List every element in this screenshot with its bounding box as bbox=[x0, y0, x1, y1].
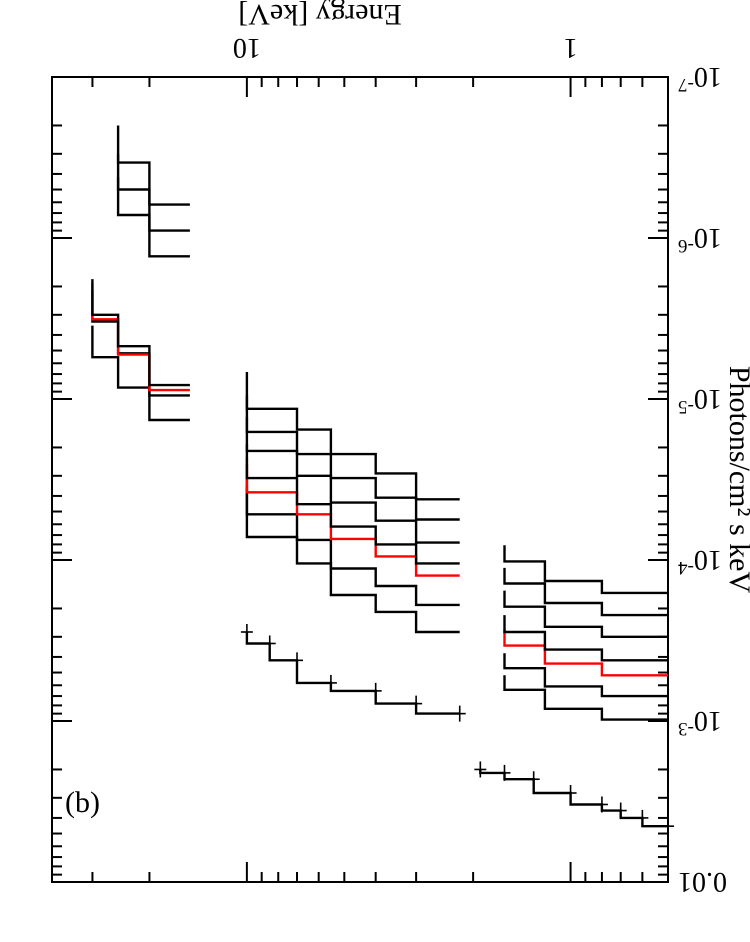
series-line bbox=[245, 417, 460, 544]
series-line bbox=[245, 372, 460, 501]
series-7 bbox=[116, 125, 668, 595]
series-layer bbox=[91, 125, 674, 835]
series-4 bbox=[91, 279, 668, 662]
x-tick-label: 10 bbox=[233, 32, 261, 63]
series-5 bbox=[116, 177, 668, 638]
y-tick-label: 10-7 bbox=[678, 61, 722, 95]
series-line bbox=[116, 125, 190, 206]
series-line bbox=[245, 486, 460, 634]
x-axis-label: Energy [keV] bbox=[238, 0, 402, 31]
series-line bbox=[503, 629, 668, 677]
y-tick-label: 10-4 bbox=[678, 544, 722, 578]
y-tick-label: 10-3 bbox=[678, 705, 722, 739]
series-line bbox=[503, 675, 668, 721]
labels-layer: (b) Energy [keV] Photons/cm² s keV 1 10 0.… bbox=[65, 0, 750, 897]
series-6 bbox=[116, 153, 668, 617]
series-0 bbox=[240, 623, 674, 835]
y-axis-label: Photons/cm² s keV bbox=[723, 366, 750, 594]
series-line bbox=[116, 153, 190, 232]
series-line bbox=[245, 464, 460, 607]
series-line bbox=[245, 395, 460, 521]
series-1 bbox=[91, 325, 668, 721]
series-line bbox=[503, 615, 668, 662]
series-line bbox=[245, 632, 460, 715]
series-2 bbox=[91, 289, 668, 698]
panel-label: (b) bbox=[65, 786, 100, 819]
series-line bbox=[91, 289, 190, 397]
series-line bbox=[245, 443, 460, 565]
x-tick-label: 1 bbox=[564, 32, 578, 63]
series-3 bbox=[91, 282, 668, 677]
plot-frame bbox=[51, 76, 669, 883]
series-line bbox=[91, 325, 190, 422]
series-line bbox=[503, 567, 668, 617]
series-line bbox=[503, 545, 668, 595]
series-line bbox=[503, 653, 668, 698]
series-line bbox=[503, 590, 668, 638]
y-tick-label: 0.01 bbox=[678, 866, 727, 897]
series-line bbox=[91, 282, 190, 392]
y-tick-label: 10-5 bbox=[678, 383, 722, 417]
axis-ticks bbox=[51, 76, 669, 883]
series-line bbox=[91, 279, 190, 387]
series-line bbox=[245, 457, 460, 577]
y-tick-label: 10-6 bbox=[678, 222, 722, 256]
